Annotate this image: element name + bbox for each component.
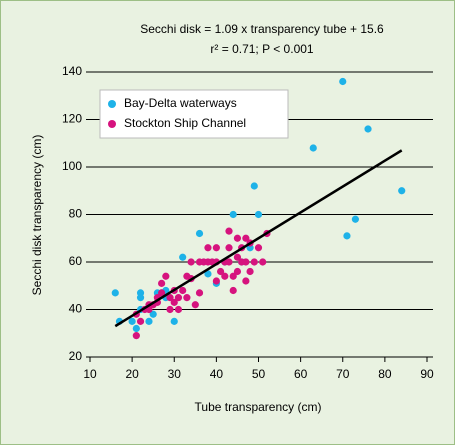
point	[158, 279, 166, 287]
y-tick-label: 140	[62, 64, 82, 78]
point	[254, 244, 263, 252]
x-tick-label: 90	[420, 367, 434, 381]
y-tick-label: 120	[62, 112, 82, 126]
point	[132, 324, 140, 333]
point	[229, 210, 237, 219]
point	[225, 227, 233, 235]
point	[132, 332, 140, 340]
x-tick-label: 50	[252, 367, 266, 381]
x-tick-label: 70	[336, 367, 350, 381]
point	[111, 289, 119, 297]
legend-label: Bay-Delta waterways	[124, 96, 237, 110]
point	[259, 258, 267, 266]
point	[364, 125, 372, 133]
point	[233, 253, 242, 261]
x-tick-label: 10	[83, 367, 97, 381]
point	[170, 298, 178, 306]
point	[212, 277, 220, 285]
point	[242, 234, 250, 242]
legend-label: Stockton Ship Channel	[124, 116, 246, 130]
y-axis-label: Secchi disk transparency (cm)	[30, 135, 44, 296]
point	[242, 277, 250, 285]
point	[158, 289, 166, 297]
point	[162, 272, 170, 280]
legend-box	[99, 89, 289, 139]
point	[343, 232, 351, 240]
y-tick-label: 80	[69, 207, 83, 221]
point	[309, 144, 317, 152]
point	[254, 210, 263, 219]
y-tick-label: 100	[62, 159, 82, 173]
x-tick-label: 80	[378, 367, 392, 381]
point	[191, 301, 199, 309]
point	[149, 310, 157, 318]
point	[166, 294, 174, 302]
point	[179, 253, 187, 261]
point	[174, 305, 183, 314]
point	[187, 258, 195, 266]
point	[233, 234, 242, 242]
point	[166, 305, 174, 314]
point	[179, 286, 187, 295]
point	[136, 317, 145, 325]
x-tick-label: 30	[168, 367, 182, 381]
point	[225, 258, 233, 266]
point	[170, 317, 178, 325]
point	[195, 229, 204, 238]
point	[229, 272, 237, 280]
point	[128, 317, 136, 325]
point	[145, 317, 153, 325]
point	[216, 267, 225, 276]
point	[212, 244, 220, 252]
point	[250, 182, 258, 190]
point	[204, 244, 212, 252]
point	[183, 294, 191, 302]
legend-marker	[108, 120, 116, 128]
point	[351, 215, 359, 223]
chart-subtitle: r² = 0.71; P < 0.001	[210, 42, 314, 56]
point	[225, 244, 233, 252]
chart-title: Secchi disk = 1.09 x transparency tube +…	[140, 22, 384, 36]
point	[195, 289, 204, 297]
y-tick-label: 40	[69, 302, 83, 316]
point	[242, 258, 250, 266]
point	[250, 258, 258, 266]
point	[204, 270, 212, 278]
x-axis-label: Tube transparency (cm)	[195, 400, 322, 414]
point	[398, 187, 406, 195]
fit-line	[114, 149, 403, 328]
y-tick-label: 60	[69, 254, 83, 268]
point	[229, 286, 237, 295]
point	[339, 77, 347, 86]
x-tick-label: 20	[125, 367, 139, 381]
point	[221, 272, 229, 280]
x-tick-label: 60	[294, 367, 308, 381]
y-tick-label: 20	[69, 349, 83, 363]
x-tick-label: 40	[210, 367, 224, 381]
point	[174, 294, 183, 302]
point	[246, 267, 254, 276]
point	[136, 294, 145, 302]
legend-marker	[108, 100, 116, 108]
point	[233, 267, 242, 276]
